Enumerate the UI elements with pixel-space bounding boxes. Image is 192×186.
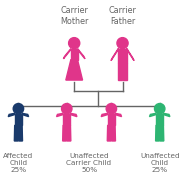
Polygon shape bbox=[118, 49, 127, 63]
Text: Affected
Child
25%: Affected Child 25% bbox=[3, 153, 34, 173]
Circle shape bbox=[13, 104, 24, 114]
Polygon shape bbox=[156, 125, 160, 141]
Text: Carrier
Mother: Carrier Mother bbox=[60, 6, 88, 26]
Polygon shape bbox=[66, 60, 83, 80]
Polygon shape bbox=[127, 48, 134, 61]
Polygon shape bbox=[15, 114, 22, 125]
Circle shape bbox=[106, 104, 117, 114]
Polygon shape bbox=[111, 125, 115, 141]
Polygon shape bbox=[150, 113, 156, 117]
Polygon shape bbox=[18, 125, 22, 141]
Polygon shape bbox=[111, 48, 118, 61]
Polygon shape bbox=[70, 113, 77, 117]
Polygon shape bbox=[108, 114, 115, 125]
Text: Carrier
Father: Carrier Father bbox=[109, 6, 137, 26]
Polygon shape bbox=[14, 125, 18, 141]
Polygon shape bbox=[123, 63, 127, 80]
Polygon shape bbox=[71, 49, 78, 60]
Polygon shape bbox=[22, 113, 29, 117]
Polygon shape bbox=[63, 49, 71, 59]
Polygon shape bbox=[78, 49, 85, 59]
Polygon shape bbox=[63, 125, 67, 141]
Polygon shape bbox=[8, 113, 15, 117]
Text: Unaffected
Carrier Child
50%: Unaffected Carrier Child 50% bbox=[66, 153, 112, 173]
Polygon shape bbox=[156, 114, 163, 125]
Circle shape bbox=[155, 104, 165, 114]
Circle shape bbox=[69, 38, 80, 49]
Polygon shape bbox=[101, 113, 108, 117]
Polygon shape bbox=[163, 113, 170, 117]
Polygon shape bbox=[160, 125, 164, 141]
Text: Unaffected
Child
25%: Unaffected Child 25% bbox=[140, 153, 180, 173]
Circle shape bbox=[62, 104, 72, 114]
Polygon shape bbox=[118, 63, 122, 80]
Polygon shape bbox=[67, 125, 71, 141]
Polygon shape bbox=[63, 114, 70, 125]
Polygon shape bbox=[115, 113, 122, 117]
Polygon shape bbox=[107, 125, 111, 141]
Polygon shape bbox=[56, 113, 63, 117]
Circle shape bbox=[117, 38, 128, 49]
